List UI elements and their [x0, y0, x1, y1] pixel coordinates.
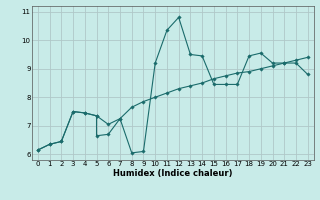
X-axis label: Humidex (Indice chaleur): Humidex (Indice chaleur) [113, 169, 233, 178]
